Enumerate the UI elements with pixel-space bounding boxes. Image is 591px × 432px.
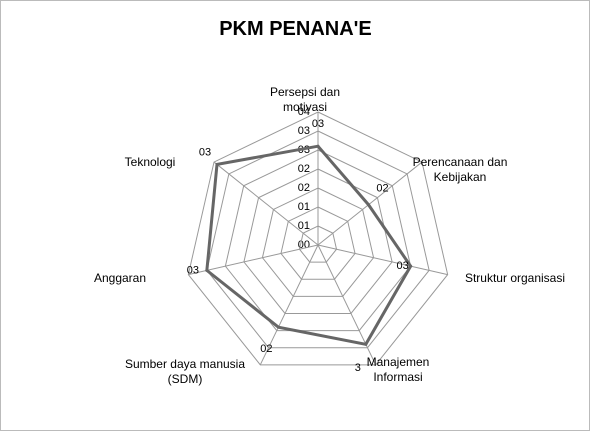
r-tick-label: 03 xyxy=(298,125,310,137)
data-point xyxy=(205,268,209,272)
data-label: 03 xyxy=(187,264,199,276)
grid-ring xyxy=(280,206,356,280)
spoke xyxy=(317,244,448,276)
category-label: Teknologi xyxy=(124,155,176,169)
r-tick-label: 02 xyxy=(298,163,310,175)
data-point xyxy=(316,144,320,148)
spoke xyxy=(213,161,319,246)
data-point xyxy=(367,203,371,207)
r-tick-label: 04 xyxy=(298,106,310,118)
data-label: 02 xyxy=(260,343,272,355)
r-tick-label: 01 xyxy=(298,201,310,213)
category-label: Perencanaan dan Kebijakan xyxy=(412,155,508,184)
data-label: 02 xyxy=(376,183,388,195)
category-label: Anggaran xyxy=(93,271,147,285)
data-point xyxy=(215,162,219,166)
spoke xyxy=(317,161,423,246)
category-label: Persepsi dan motivasi xyxy=(269,85,341,114)
data-label: 3 xyxy=(355,362,361,374)
r-tick-label: 01 xyxy=(298,220,310,232)
data-label: 03 xyxy=(396,260,408,272)
category-label: Struktur organisasi xyxy=(464,271,566,285)
data-point xyxy=(276,325,280,329)
grid-ring xyxy=(224,149,412,332)
grid-ring xyxy=(298,225,338,263)
series-line xyxy=(205,144,413,346)
spoke xyxy=(259,244,319,366)
grid-ring xyxy=(243,168,393,314)
chart-title: PKM PENANA'E xyxy=(219,18,372,40)
data-point xyxy=(409,264,413,268)
data-label: 03 xyxy=(312,118,324,130)
category-label: Sumber daya manusia (SDM) xyxy=(124,357,246,386)
grid-ring xyxy=(187,111,449,366)
data-label: 03 xyxy=(199,146,211,158)
grid-ring xyxy=(261,187,375,297)
category-label: Manajemen Informasi xyxy=(366,355,430,384)
spoke xyxy=(188,244,319,276)
grid-ring xyxy=(206,130,430,349)
data-point xyxy=(364,342,368,346)
r-tick-label: 02 xyxy=(298,182,310,194)
